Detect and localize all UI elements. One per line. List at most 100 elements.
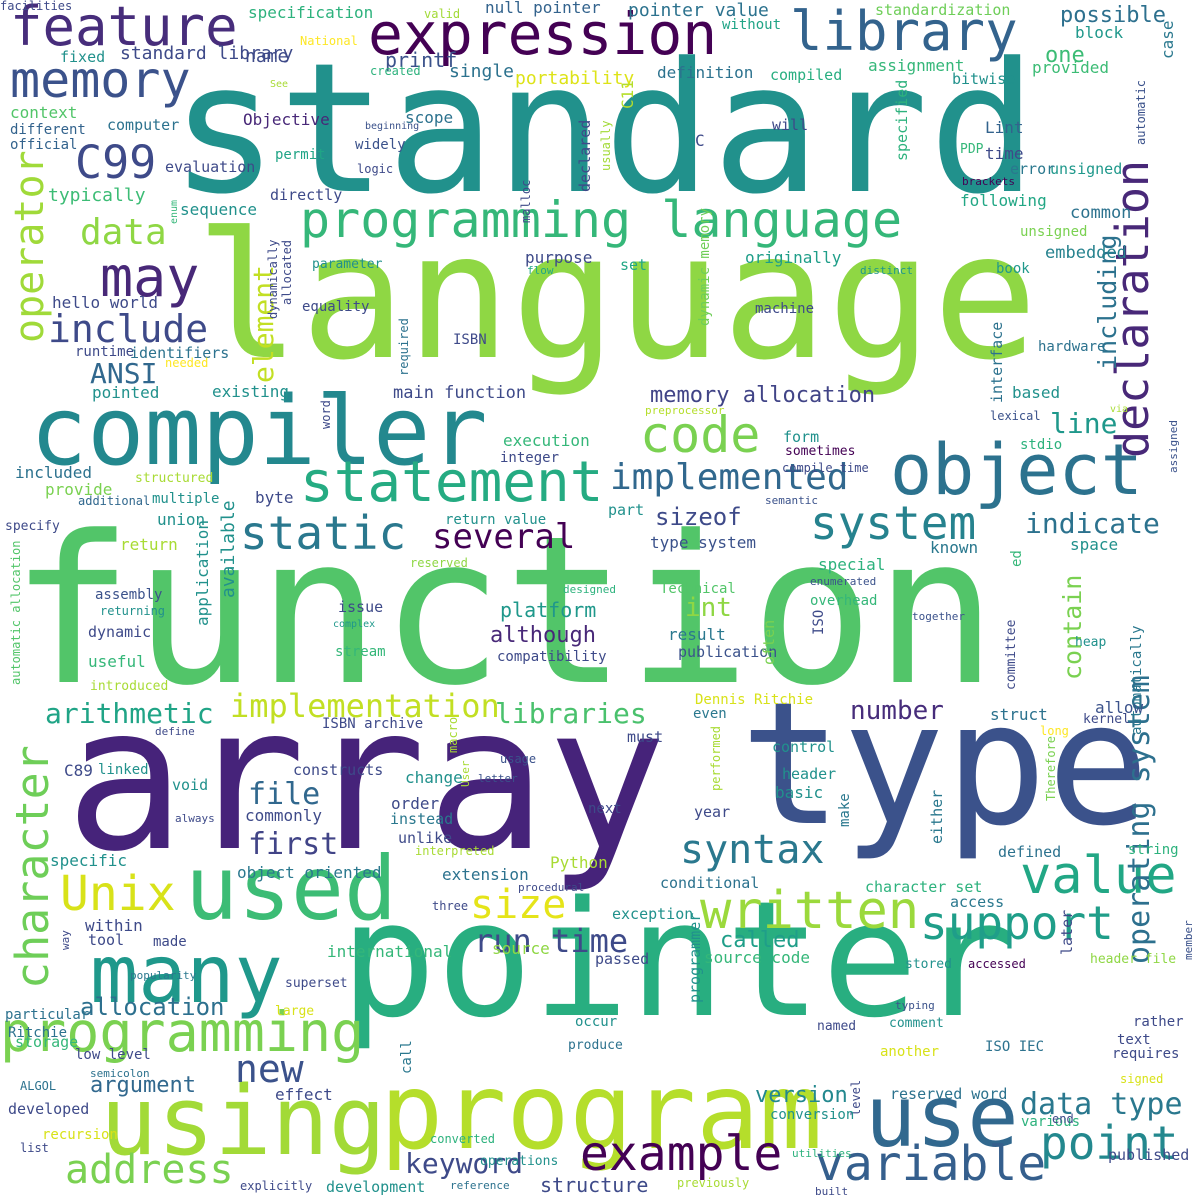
word-via: via [1110, 404, 1129, 415]
word-parameter: parameter [312, 257, 383, 272]
word-permit: permit [275, 147, 326, 163]
word-python: Python [550, 853, 608, 872]
word-ansi: ANSI [90, 357, 158, 390]
word-form: form [783, 428, 820, 446]
word-single: single [449, 61, 515, 82]
word-constructs: constructs [293, 761, 384, 779]
word-introduced: introduced [90, 679, 169, 694]
word-created: created [370, 64, 421, 78]
word-make: make [837, 793, 853, 827]
word-tool: tool [88, 931, 125, 949]
word-data: data [80, 212, 167, 253]
word-another: another [880, 1044, 940, 1060]
word-dynamically: dynamically [266, 239, 280, 319]
word-provide: provide [45, 480, 113, 499]
word-union: union [157, 510, 206, 529]
word-hello-world: hello world [52, 293, 158, 312]
word-although: although [490, 623, 596, 648]
word-list: list [20, 1141, 49, 1155]
word-reserved-word: reserved word [890, 1085, 1008, 1103]
word-usually: usually [599, 120, 613, 171]
word-pdp: PDP [960, 142, 984, 157]
word-structure: structure [540, 1173, 649, 1197]
word-value: value [1020, 846, 1177, 906]
word-program: program [380, 1051, 823, 1173]
word-interface: interface [988, 321, 1006, 403]
word-assignment: assignment [868, 56, 965, 75]
word-sometimes: sometimes [785, 444, 856, 459]
word-syntax: syntax [680, 827, 825, 873]
word-block: block [1075, 23, 1124, 42]
word-logic: logic [357, 162, 394, 176]
word-evaluation: evaluation [165, 158, 256, 176]
word-declared: declared [576, 119, 594, 192]
word-long: long [1040, 724, 1069, 738]
word-automatic: automatic [1134, 79, 1148, 145]
word-available: available [218, 500, 239, 598]
word-requires: requires [1112, 1046, 1180, 1062]
word-arithmetic: arithmetic [45, 697, 214, 730]
word-linked: linked [98, 762, 149, 778]
word-pointed: pointed [92, 383, 160, 402]
word-error: error [1010, 160, 1056, 178]
word-operations: operations [480, 1154, 559, 1169]
word-header-file: header file [1090, 952, 1177, 967]
word-stream: stream [335, 644, 386, 660]
word-set: set [620, 256, 648, 274]
word-stored: stored [905, 957, 952, 972]
word-semantic: semantic [765, 494, 818, 507]
word-specify: specify [5, 519, 60, 534]
word-specific: specific [50, 851, 128, 870]
word-committee: committee [1004, 619, 1019, 690]
word-operator: operator [7, 150, 53, 343]
word-extension: extension [442, 865, 529, 884]
word-pointer: pointer [340, 866, 1015, 1053]
word-beginning: beginning [365, 121, 420, 132]
word-technical: Technical [660, 581, 736, 597]
word-specified: specified [893, 79, 911, 161]
word-macro: macro [446, 716, 460, 753]
word-often: often [760, 619, 778, 665]
word-libraries: libraries [495, 697, 647, 730]
word-several: several [432, 517, 576, 557]
word-character: character [6, 745, 59, 989]
word-dynamic: dynamic [88, 623, 152, 641]
word-feature: feature [10, 0, 238, 58]
word-special: special [818, 555, 886, 574]
word-large: large [275, 1004, 315, 1019]
word-first: first [248, 827, 339, 862]
word-pointer-value: pointer value [628, 0, 769, 21]
word-publication: publication [678, 643, 778, 661]
word-return-value: return value [445, 512, 547, 528]
word-book: book [996, 261, 1030, 277]
word-null-pointer: null pointer [485, 0, 601, 17]
word-may: may [100, 245, 200, 309]
word-bitwise: bitwise [952, 70, 1016, 88]
word-facilities: facilities [0, 0, 73, 13]
word-header: header [782, 765, 837, 783]
word-argument: argument [90, 1073, 196, 1098]
word-type-system: type system [650, 533, 756, 552]
word-international: international [327, 942, 453, 961]
word-comment: comment [889, 1016, 944, 1031]
word-written: written [700, 881, 920, 941]
word-computer: computer [107, 116, 180, 134]
word-language: language [195, 196, 1038, 399]
word-time: time [985, 144, 1024, 163]
word-various: various [1021, 1114, 1081, 1130]
word-isbn: ISBN [453, 332, 487, 348]
word-size: size [470, 882, 567, 928]
word-development: development [326, 1178, 426, 1196]
word-therefore: Therefore [1044, 735, 1058, 801]
word-portability: portability [515, 68, 635, 89]
word-source-code: source code [704, 948, 810, 967]
word-additional: additional [78, 494, 151, 508]
word-variable: variable [815, 1136, 1047, 1192]
word-example: example [580, 1126, 783, 1182]
word-assigned: assigned [1167, 420, 1180, 473]
word-object-oriented: object oriented [237, 863, 382, 882]
word-overhead: overhead [810, 593, 878, 609]
word-control: control [772, 738, 836, 756]
word-identifiers: identifiers [130, 344, 230, 362]
